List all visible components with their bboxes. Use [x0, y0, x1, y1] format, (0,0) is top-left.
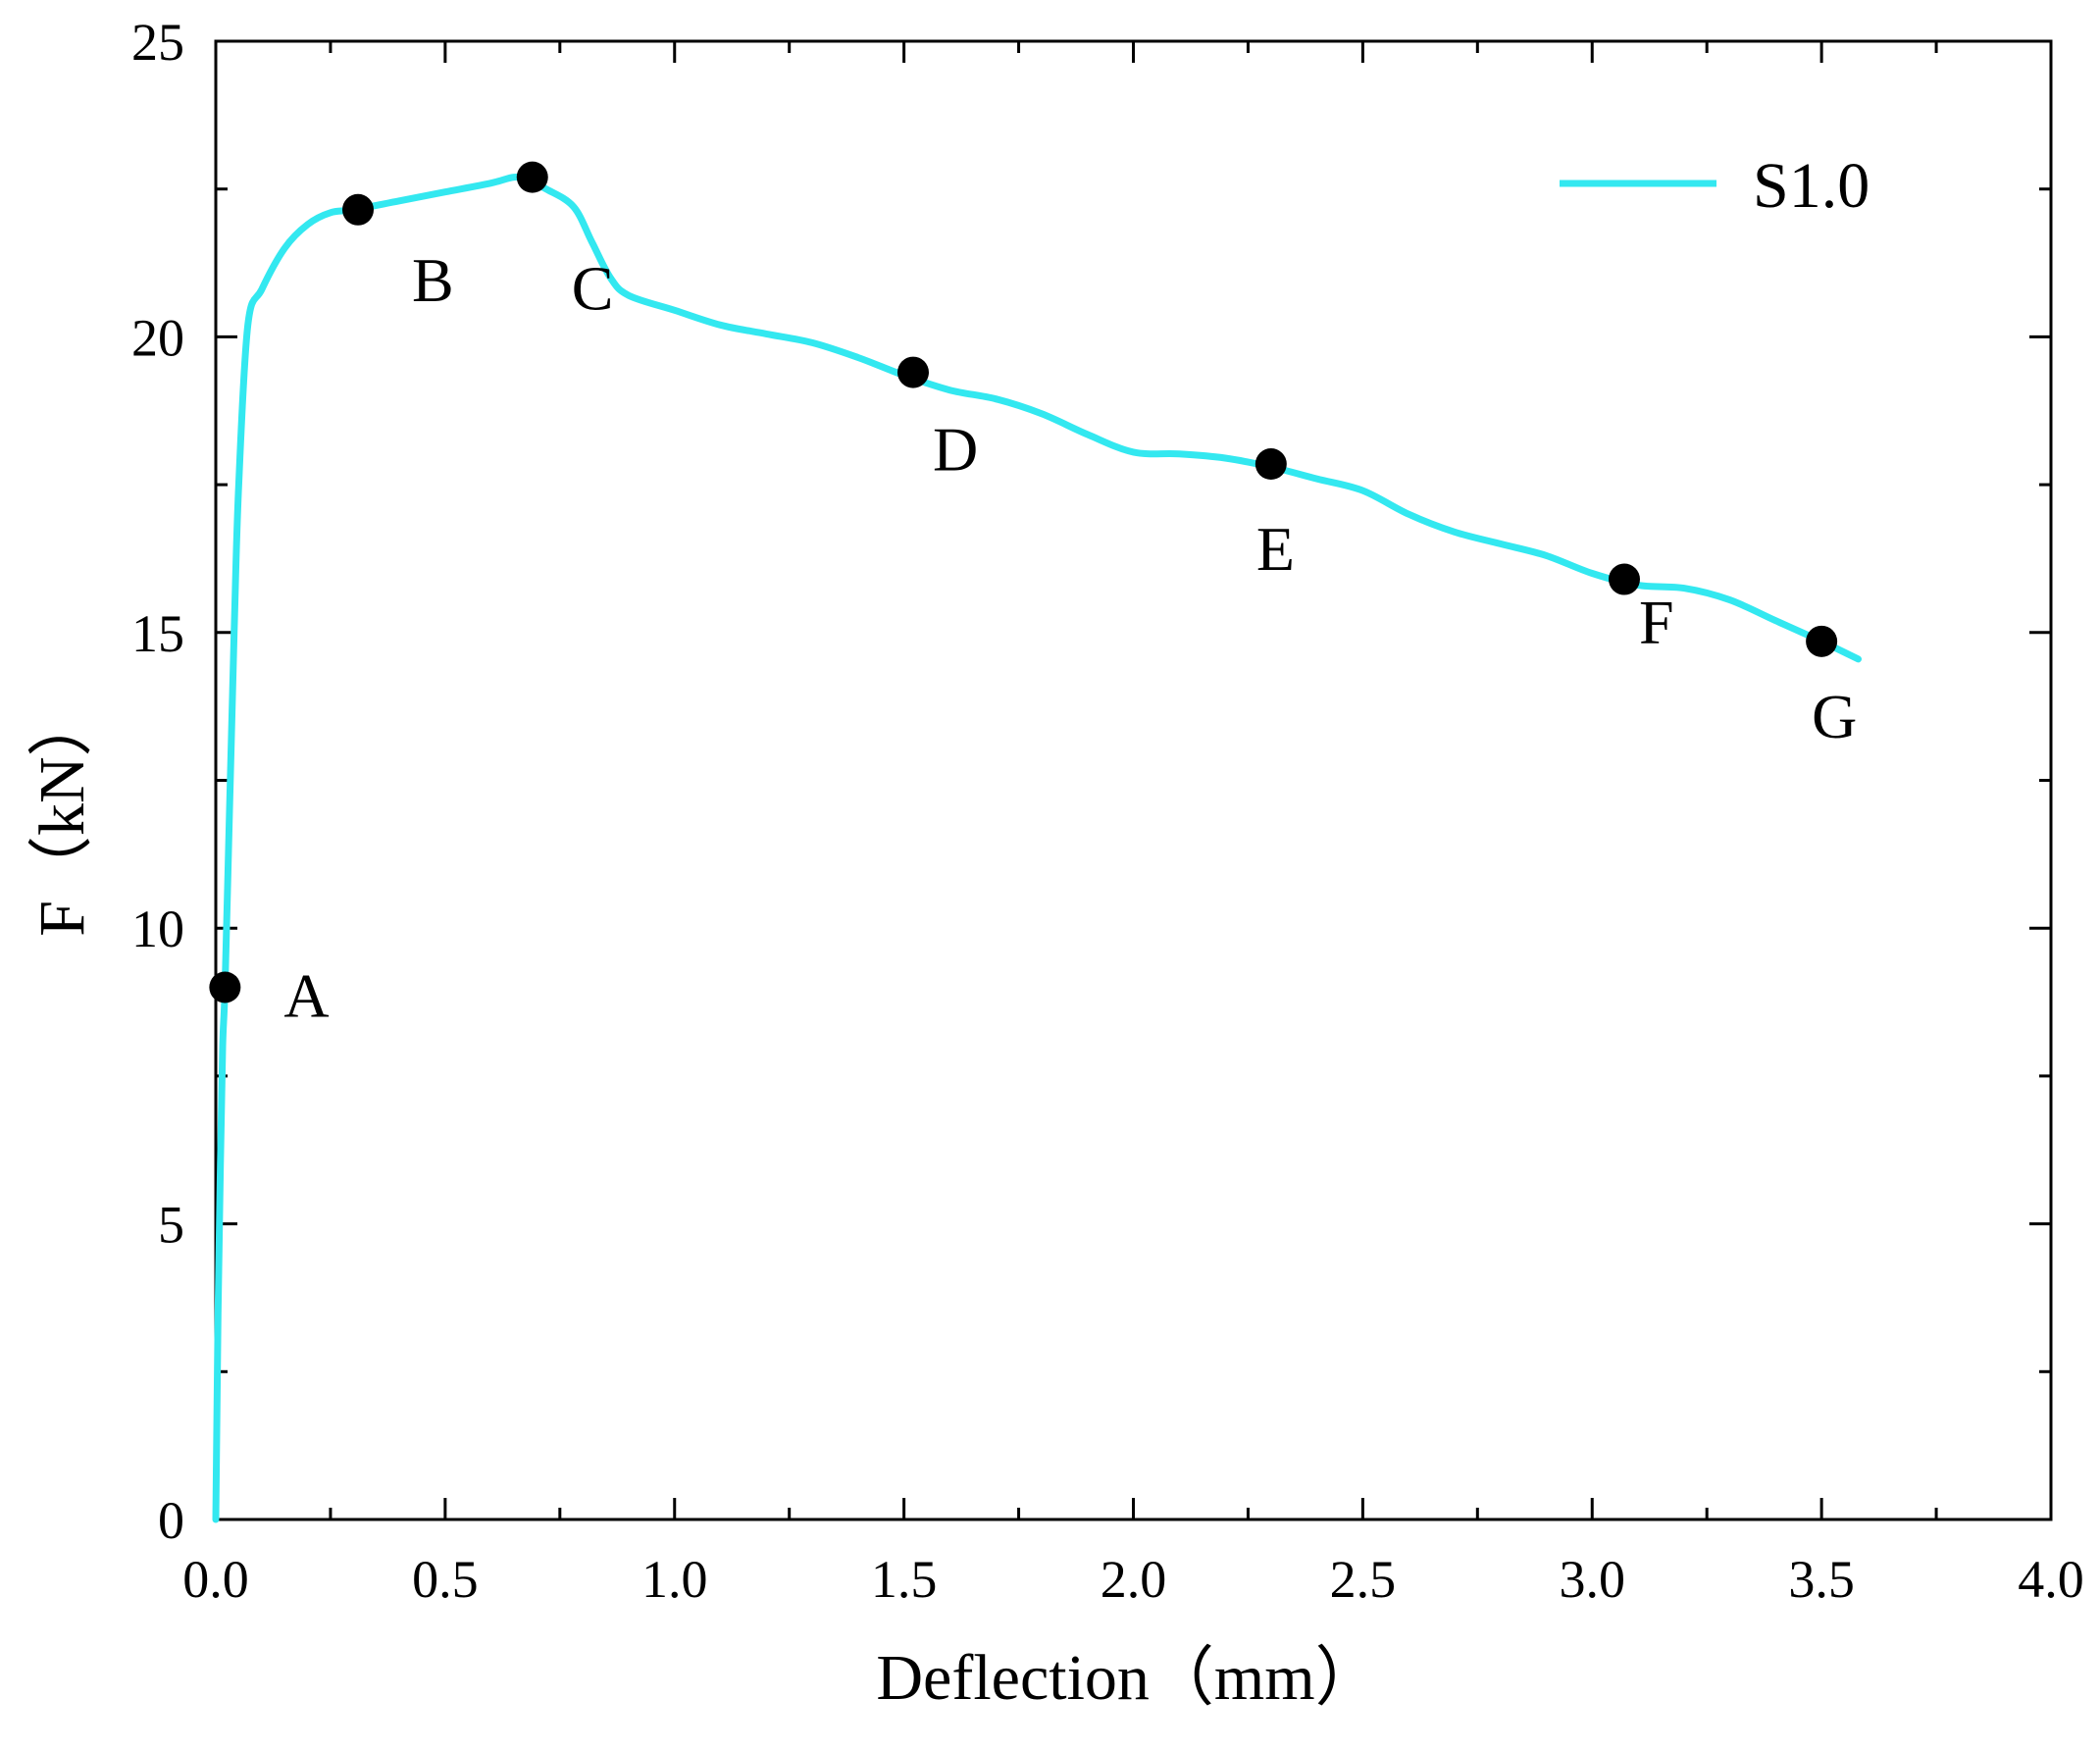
point-marker-c: [516, 161, 548, 193]
point-marker-d: [896, 356, 929, 388]
x-tick-label: 0.0: [182, 1550, 249, 1609]
plot-area-frame: [214, 39, 2053, 1521]
x-tick-label: 1.0: [641, 1550, 708, 1609]
point-label-a: A: [283, 960, 329, 1030]
x-tick-label: 0.5: [412, 1550, 479, 1609]
y-tick-label: 0: [158, 1491, 184, 1550]
point-marker-a: [209, 971, 241, 1004]
y-tick-label: 5: [158, 1196, 184, 1255]
x-tick-label: 2.0: [1101, 1550, 1167, 1609]
point-label-g: G: [1812, 682, 1857, 751]
point-marker-e: [1255, 448, 1287, 481]
point-label-e: E: [1256, 514, 1295, 584]
point-marker-f: [1608, 563, 1640, 595]
legend-label: S1.0: [1753, 150, 1870, 222]
legend: S1.0: [1560, 150, 1870, 222]
point-label-f: F: [1639, 588, 1674, 657]
y-tick-label: 10: [131, 900, 184, 958]
tick-labels: 0.0 0.5 1.0 1.5 2.0 2.5 3.0 3.5 4.0 0 5 10 15 20 25: [131, 13, 2084, 1609]
point-markers: [209, 161, 1838, 1004]
series-line-s1-0: [212, 174, 1862, 1523]
point-marker-g: [1806, 625, 1838, 657]
x-axis-title: Deflection（mm）: [876, 1642, 1379, 1714]
y-tick-label: 20: [131, 308, 184, 367]
x-tick-label: 4.0: [2018, 1550, 2084, 1609]
point-labels: A B C D E F G: [283, 245, 1857, 1031]
x-tick-label: 2.5: [1330, 1550, 1397, 1609]
y-tick-label: 15: [131, 604, 184, 663]
x-tick-label: 3.0: [1560, 1550, 1626, 1609]
point-marker-b: [342, 193, 375, 226]
point-label-d: D: [933, 415, 978, 485]
point-label-c: C: [572, 254, 614, 324]
x-tick-label: 1.5: [871, 1550, 938, 1609]
y-axis-title: F（kN）: [26, 692, 98, 936]
point-label-b: B: [412, 245, 454, 315]
y-tick-label: 25: [131, 13, 184, 72]
tick-marks: [214, 39, 2053, 1521]
x-tick-label: 3.5: [1788, 1550, 1855, 1609]
